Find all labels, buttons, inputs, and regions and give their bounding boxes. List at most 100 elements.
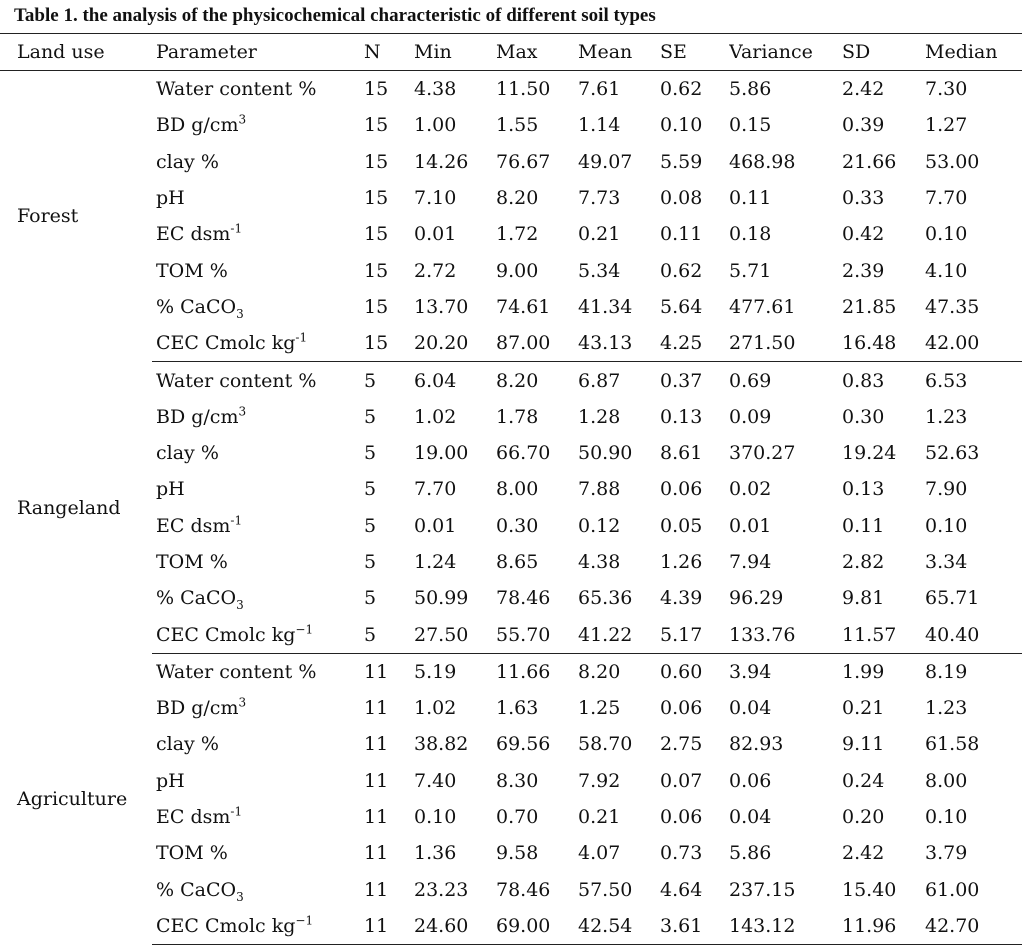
value-cell-variance: 237.15 — [729, 878, 796, 901]
table-row: pH 11 7.40 8.30 7.92 0.07 0.06 0.24 8.00 — [0, 763, 1022, 799]
value-cell-se: 0.62 — [660, 259, 703, 282]
land-use-cell: Rangeland — [17, 496, 121, 519]
value-cell-se: 0.60 — [660, 660, 703, 683]
value-cell-variance: 96.29 — [729, 587, 784, 610]
land-use-cell: Agriculture — [17, 787, 128, 810]
parameter-label: clay % — [156, 442, 219, 465]
table-row: clay % 15 14.26 76.67 49.07 5.59 468.98 21.66 53… — [0, 144, 1022, 180]
value-cell-mean: 0.21 — [578, 223, 621, 246]
value-cell-min: 24.60 — [414, 907, 496, 946]
parameter-superscript: 3 — [238, 695, 247, 710]
parameter-label: % CaCO — [156, 295, 237, 318]
value-cell-mean: 50.90 — [578, 442, 633, 465]
value-cell-mean: 58.70 — [578, 733, 633, 756]
value-cell-median: 1.27 — [925, 114, 968, 137]
table-row: Agriculture Water content % 11 5.19 11.66 8.2… — [0, 653, 1022, 810]
value-cell-max: 55.70 — [496, 616, 578, 654]
value-cell-variance: 0.04 — [729, 697, 772, 720]
parameter-cell: % CaCO3 — [152, 872, 364, 908]
value-cell-n: 5 — [364, 514, 377, 537]
value-cell-min: 0.01 — [414, 223, 457, 246]
value-cell-median: 42.70 — [925, 907, 1022, 946]
value-cell-mean: 4.07 — [578, 842, 621, 865]
value-cell-variance: 0.15 — [729, 114, 772, 137]
value-cell-se: 0.06 — [660, 806, 703, 829]
value-cell-median: 61.00 — [925, 878, 980, 901]
value-cell-mean: 5.34 — [578, 259, 621, 282]
parameter-superscript: -1 — [295, 330, 308, 345]
value-cell-median: 47.35 — [925, 295, 980, 318]
value-cell-median: 0.10 — [925, 223, 968, 246]
value-cell-variance: 5.71 — [729, 259, 772, 282]
value-cell-median: 6.53 — [925, 369, 968, 392]
parameter-label: CEC Cmolc kg — [156, 914, 296, 937]
table-row: % CaCO3 11 23.23 78.46 57.50 4.64 237.15 15.40 6… — [0, 872, 1022, 908]
value-cell-variance: 82.93 — [729, 733, 784, 756]
value-cell-median: 40.40 — [925, 616, 1022, 654]
parameter-label: Water content % — [156, 660, 317, 683]
value-cell-min: 14.26 — [414, 150, 469, 173]
value-cell-sd: 0.39 — [842, 114, 885, 137]
table-row: clay % 5 19.00 66.70 50.90 8.61 370.27 19.24 52.… — [0, 435, 1022, 471]
parameter-superscript: 3 — [238, 113, 247, 128]
value-cell-n: 15 — [364, 295, 389, 318]
value-cell-n: 15 — [364, 150, 389, 173]
value-cell-se: 0.06 — [660, 478, 703, 501]
header-mean: Mean — [578, 33, 660, 71]
value-cell-se: 4.64 — [660, 878, 703, 901]
value-cell-mean: 7.61 — [578, 78, 621, 101]
value-cell-n: 5 — [364, 551, 377, 573]
value-cell-max: 69.00 — [496, 907, 578, 946]
value-cell-n: 11 — [364, 842, 389, 865]
value-cell-median: 3.34 — [925, 551, 968, 573]
value-cell-max: 0.30 — [496, 514, 539, 537]
value-cell-max: 8.30 — [496, 769, 539, 792]
parameter-label: EC dsm — [156, 514, 231, 537]
value-cell-max: 8.20 — [496, 369, 539, 392]
value-cell-median: 7.30 — [925, 78, 968, 101]
parameter-cell: Water content % — [152, 653, 364, 690]
value-cell-max: 76.67 — [496, 150, 551, 173]
value-cell-variance: 143.12 — [729, 907, 842, 946]
table-row: TOM % 15 2.72 9.00 5.34 0.62 5.71 2.39 4.10 — [0, 252, 1022, 288]
value-cell-sd: 0.83 — [842, 369, 885, 392]
value-cell-se: 5.64 — [660, 295, 703, 318]
value-cell-min: 2.72 — [414, 259, 457, 282]
parameter-subscript: 3 — [236, 889, 244, 904]
parameter-label: EC dsm — [156, 806, 231, 829]
value-cell-sd: 0.30 — [842, 405, 885, 428]
header-variance: Variance — [729, 33, 842, 71]
table-row: EC dsm-1 5 0.01 0.30 0.12 0.05 0.01 0.11 0.10 — [0, 508, 1022, 544]
parameter-label: pH — [156, 187, 185, 210]
parameter-cell: clay % — [152, 726, 364, 762]
value-cell-sd: 16.48 — [842, 325, 925, 363]
value-cell-n: 11 — [364, 769, 389, 792]
parameter-label: pH — [156, 769, 185, 792]
parameter-cell: EC dsm-1 — [152, 216, 364, 252]
value-cell-se: 4.39 — [660, 587, 703, 610]
parameter-cell: CEC Cmolc kg-1 — [152, 325, 364, 363]
value-cell-variance: 0.01 — [729, 514, 772, 537]
parameter-label: Water content % — [156, 78, 317, 101]
value-cell-se: 0.13 — [660, 405, 703, 428]
value-cell-mean: 49.07 — [578, 150, 633, 173]
value-cell-variance: 271.50 — [729, 325, 842, 363]
value-cell-mean: 42.54 — [578, 907, 660, 946]
value-cell-sd: 9.81 — [842, 587, 885, 610]
parameter-label: CEC Cmolc kg — [156, 332, 296, 355]
value-cell-mean: 1.28 — [578, 405, 621, 428]
value-cell-n: 15 — [364, 114, 389, 137]
soil-characteristics-table: Land use Parameter N Min Max Mean SE Var… — [0, 33, 1022, 946]
value-cell-max: 11.66 — [496, 660, 551, 683]
table-row: EC dsm-1 11 0.10 0.70 0.21 0.06 0.04 0.20 0.10 — [0, 799, 1022, 835]
value-cell-min: 50.99 — [414, 587, 469, 610]
value-cell-max: 9.00 — [496, 259, 539, 282]
value-cell-min: 6.04 — [414, 369, 457, 392]
value-cell-sd: 0.21 — [842, 697, 885, 720]
value-cell-min: 0.10 — [414, 806, 457, 829]
value-cell-variance: 5.86 — [729, 842, 772, 865]
parameter-label: clay % — [156, 150, 219, 173]
parameter-cell: pH — [152, 471, 364, 507]
parameter-label: Water content % — [156, 369, 317, 392]
value-cell-mean: 65.36 — [578, 587, 633, 610]
